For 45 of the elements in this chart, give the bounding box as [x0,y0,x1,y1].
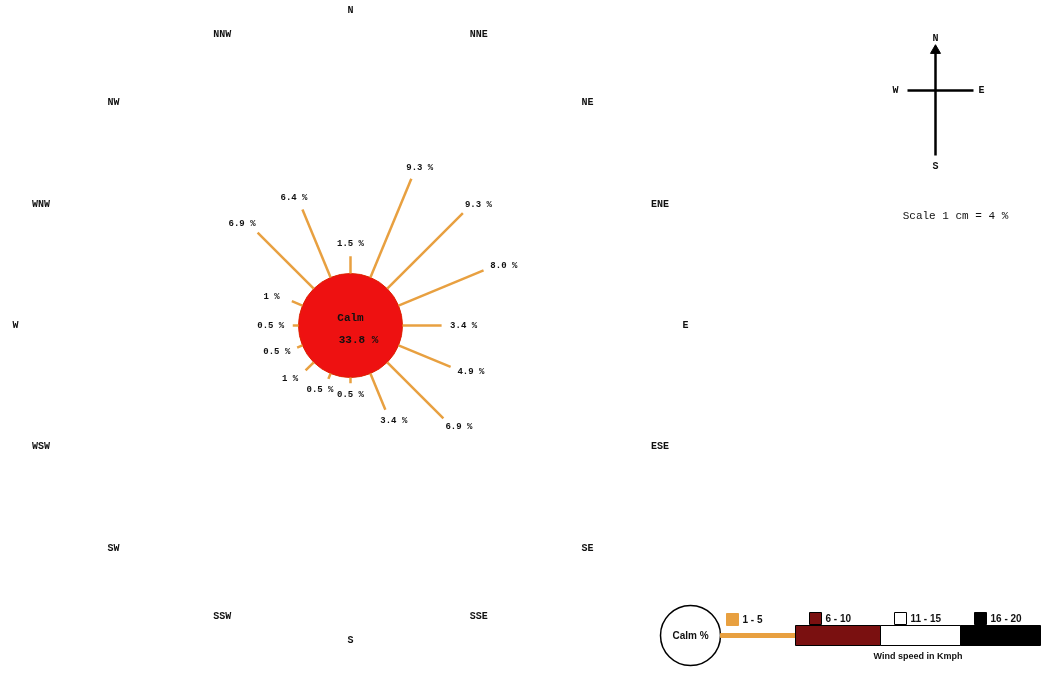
legend-label: 11 - 15 [910,613,942,624]
data-label: 0.5 % [306,384,335,395]
category-label: SE [581,542,594,554]
category-label: N [347,5,354,16]
data-label: 9.3 % [464,199,493,210]
category-label: NNE [469,28,488,40]
category-label: SSE [469,611,488,623]
text: W [892,85,899,96]
category-label: S [347,635,354,646]
data-label: 4.9 % [457,366,486,377]
category-label: W [12,320,19,331]
text: Scale 1 cm = 4 % [902,209,1009,222]
data-label: 1 % [263,291,281,302]
data-label: 0.5 % [263,347,291,358]
legend-label: 1 - 5 [742,614,763,625]
data-label: 0.5 % [337,390,365,401]
text: Calm [337,311,365,324]
text: S [932,161,939,172]
category-label: NW [107,97,120,109]
category-label: WNW [32,199,51,211]
legend-label: 16 - 20 [990,613,1023,624]
text: E [978,85,985,96]
category-label: WSW [32,440,51,452]
text: 33.8 % [338,333,379,346]
category-label: NNW [213,28,232,40]
category-label: E [682,320,689,331]
data-label: 1 % [281,373,299,384]
category-label: SSW [213,611,232,623]
data-label: 8.0 % [490,260,518,271]
category-label: ESE [651,440,670,452]
category-label: SW [107,542,120,554]
data-label: 6.9 % [445,421,474,432]
text: N [932,33,939,44]
category-label: NE [581,97,594,109]
category-label: ENE [651,199,670,211]
legend-title: Wind speed in Kmph [873,650,963,661]
legend-label: 6 - 10 [825,613,852,624]
data-label: 9.3 % [406,162,434,173]
data-label: 1.5 % [337,239,365,250]
text: Calm % [672,630,709,641]
data-label: 6.9 % [228,219,257,230]
data-label: 3.4 % [450,320,478,331]
data-label: 6.4 % [280,193,309,204]
data-label: 0.5 % [257,320,285,331]
data-label: 3.4 % [380,415,408,426]
